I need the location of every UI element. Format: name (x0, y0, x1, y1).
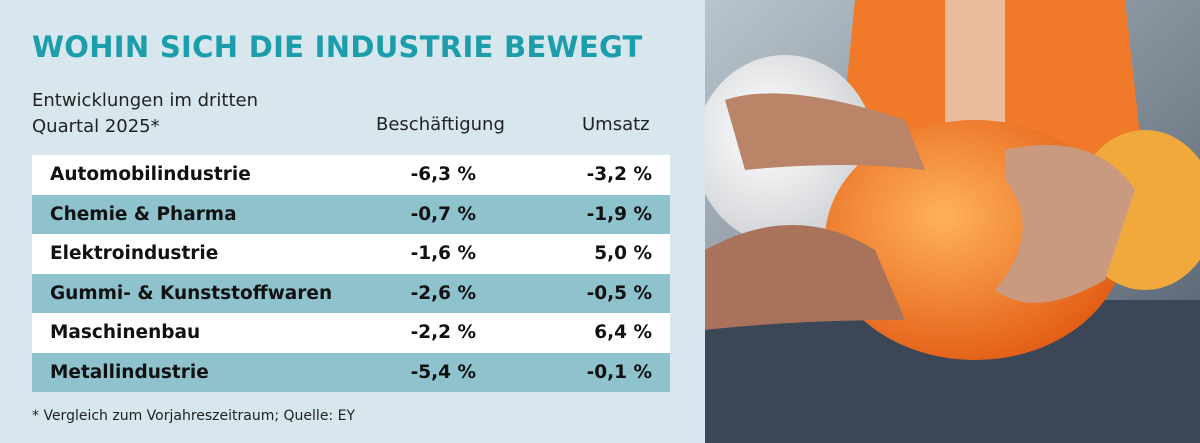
cell-value: 6,4 % (594, 322, 652, 343)
footnote: * Vergleich zum Vorjahreszeitraum; Quell… (32, 408, 355, 424)
cell-value: -2,2 % (410, 322, 476, 343)
cell-value: -2,6 % (410, 282, 476, 304)
row-label: Chemie & Pharma (50, 203, 237, 225)
row-label: Gummi- & Kunststoffwaren (50, 282, 333, 304)
table-row: Gummi- & Kunststoffwaren -2,6 % -0,5 % (32, 273, 670, 313)
column-header: Umsatz (582, 114, 650, 135)
photo (705, 0, 1200, 443)
row-label: Metallindustrie (50, 361, 209, 383)
table-row: Automobilindustrie -6,3 % -3,2 % (32, 155, 670, 195)
cell-value: -3,2 % (586, 164, 652, 185)
cell-value: -0,1 % (586, 361, 652, 383)
row-label: Elektroindustrie (50, 243, 219, 264)
subtitle: Entwicklungen im dritten Quartal 2025* (32, 90, 259, 137)
table-row: Maschinenbau -2,2 % 6,4 % (32, 313, 670, 353)
table-row: Chemie & Pharma -0,7 % -1,9 % (32, 194, 670, 234)
cell-value: 5,0 % (594, 243, 652, 264)
row-label: Maschinenbau (50, 322, 201, 343)
cell-value: -6,3 % (410, 164, 476, 185)
table: Automobilindustrie -6,3 % -3,2 % Chemie & P… (32, 155, 670, 392)
cell-value: -0,7 % (410, 203, 476, 225)
title: WOHIN SICH DIE INDUSTRIE BEWEGT (32, 30, 643, 64)
row-label: Automobilindustrie (50, 164, 251, 185)
cell-value: -0,5 % (586, 282, 652, 304)
column-header: Beschäftigung (376, 114, 505, 135)
cell-value: -1,6 % (410, 243, 476, 264)
table-row: Metallindustrie -5,4 % -0,1 % (32, 352, 670, 392)
cell-value: -1,9 % (586, 203, 652, 225)
cell-value: -5,4 % (410, 361, 476, 383)
table-row: Elektroindustrie -1,6 % 5,0 % (32, 234, 670, 274)
info-panel: WOHIN SICH DIE INDUSTRIE BEWEGT Entwickl… (32, 30, 670, 424)
